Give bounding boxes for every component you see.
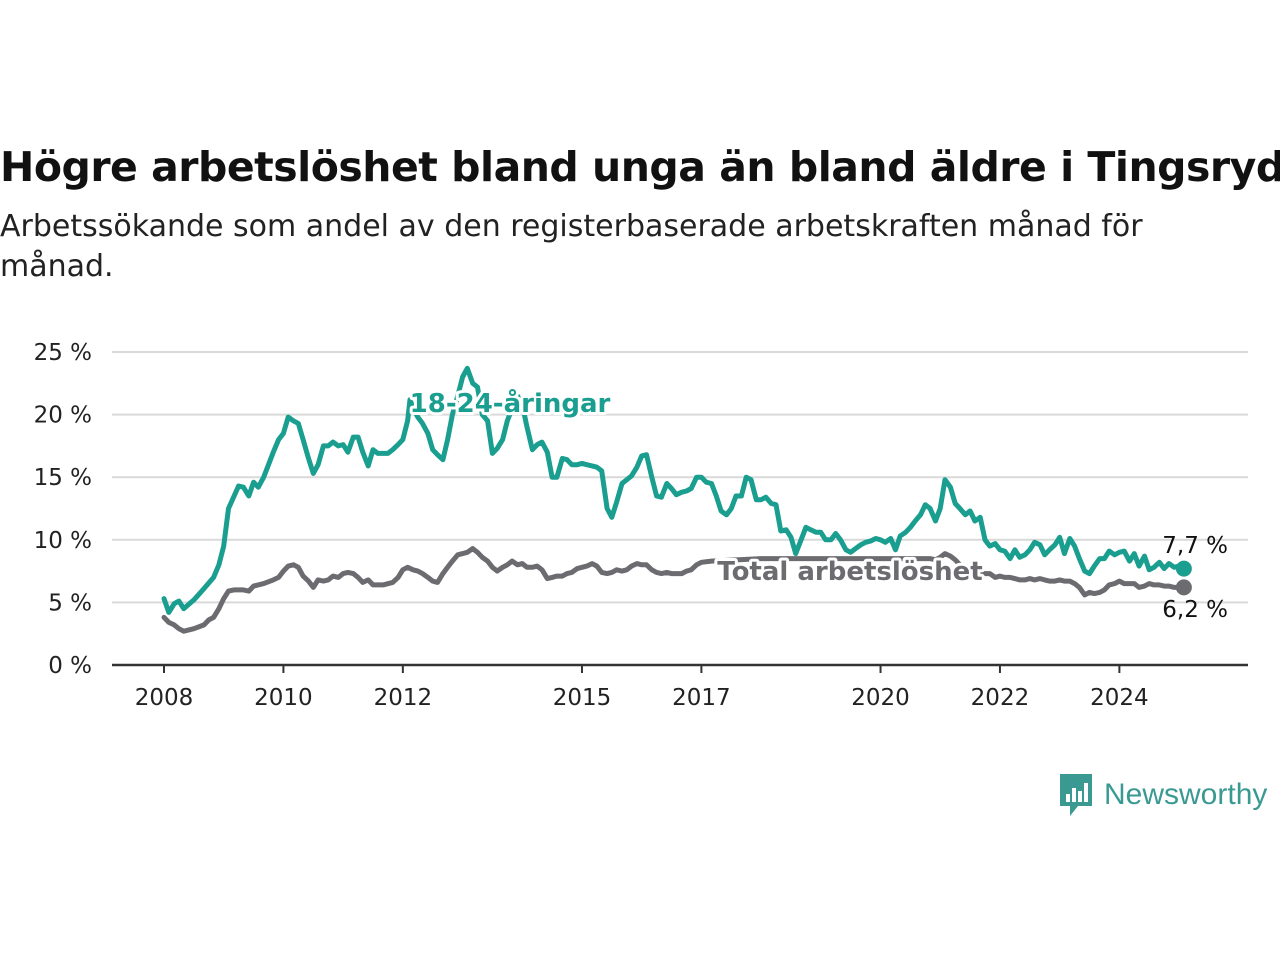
- x-tick-label: 2010: [254, 685, 313, 711]
- y-tick-label: 0 %: [48, 653, 92, 679]
- newsworthy-logo: Newsworthy: [1058, 772, 1267, 818]
- y-tick-label: 5 %: [48, 590, 92, 616]
- end-label-total: 6,2 %: [1162, 597, 1228, 623]
- x-tick-label: 2015: [553, 685, 612, 711]
- y-tick-label: 10 %: [34, 528, 92, 554]
- y-tick-label: 25 %: [34, 340, 92, 366]
- y-tick-label: 15 %: [34, 465, 92, 491]
- x-tick-label: 2024: [1090, 685, 1149, 711]
- series-label-youth-halo: 18-24-åringar: [410, 387, 611, 419]
- series-label-youth: 18-24-åringar: [410, 387, 611, 419]
- series-line-total: [161, 546, 1187, 634]
- end-point-youth: [1175, 560, 1192, 577]
- x-axis-ticks: 2008 2010 2012 2015 2017 2020 2022 2024: [135, 665, 1149, 711]
- newsworthy-bar-chart-icon: [1060, 774, 1092, 816]
- end-label-youth: 7,7 %: [1162, 533, 1228, 559]
- series-lines: [161, 365, 1192, 634]
- y-tick-label: 20 %: [34, 403, 92, 429]
- end-point-total: [1175, 579, 1192, 596]
- line-chart: 0 %5 %10 %15 %20 %25 % 2008 2010 2012 2015 2…: [34, 340, 1248, 711]
- chart-title: Högre arbetslöshet bland unga än bland ä…: [0, 143, 1280, 191]
- grid-lines: [112, 351, 1248, 604]
- x-tick-label: 2020: [851, 685, 910, 711]
- x-tick-label: 2022: [971, 685, 1030, 711]
- series-label-total: Total arbetslöshet: [717, 557, 982, 587]
- newsworthy-logo-text: Newsworthy: [1104, 778, 1268, 811]
- x-tick-label: 2017: [672, 685, 731, 711]
- y-axis-ticks: 0 % 5 % 10 % 15 % 20 % 25 %: [34, 340, 92, 679]
- x-tick-label: 2012: [374, 685, 433, 711]
- chart-subtitle: Arbetssökande som andel av den registerb…: [0, 209, 1143, 284]
- series-label-total-halo: Total arbetslöshet: [717, 557, 982, 587]
- x-tick-label: 2008: [135, 685, 194, 711]
- series-line-youth: [161, 365, 1187, 615]
